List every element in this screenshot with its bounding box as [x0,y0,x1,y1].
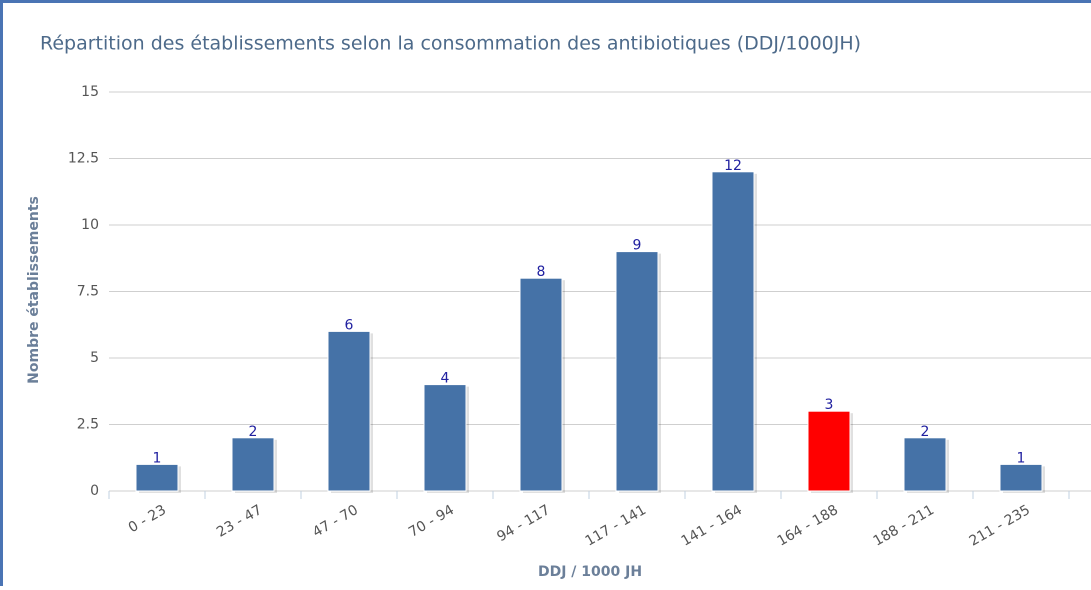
y-tick-label: 2.5 [77,417,99,433]
data-label: 8 [537,264,546,280]
bar [423,384,467,492]
chart-title: Répartition des établissements selon la … [40,33,861,55]
y-tick-label: 12.5 [68,151,99,167]
data-label: 1 [153,450,162,466]
bar [903,437,947,492]
y-tick-label: 7.5 [77,284,99,300]
y-tick-label: 0 [90,483,99,499]
x-axis-label: DDJ / 1000 JH [538,564,642,580]
bar [711,171,755,492]
bar [135,463,179,492]
y-tick-label: 5 [90,350,99,366]
bar [519,277,563,492]
data-label: 12 [724,158,742,174]
y-tick-label: 15 [81,84,99,100]
bar [999,463,1043,492]
data-label: 6 [345,317,354,333]
data-label: 3 [825,397,834,413]
bar [327,330,371,492]
y-tick-label: 10 [81,217,99,233]
data-label: 9 [633,238,642,254]
bar [807,410,851,492]
bar [231,437,275,492]
data-label: 4 [441,371,450,387]
y-axis-label: Nombre établissements [26,196,42,384]
data-label: 2 [921,424,930,440]
bar [615,251,659,492]
data-label: 2 [249,424,258,440]
data-label: 1 [1017,450,1026,466]
